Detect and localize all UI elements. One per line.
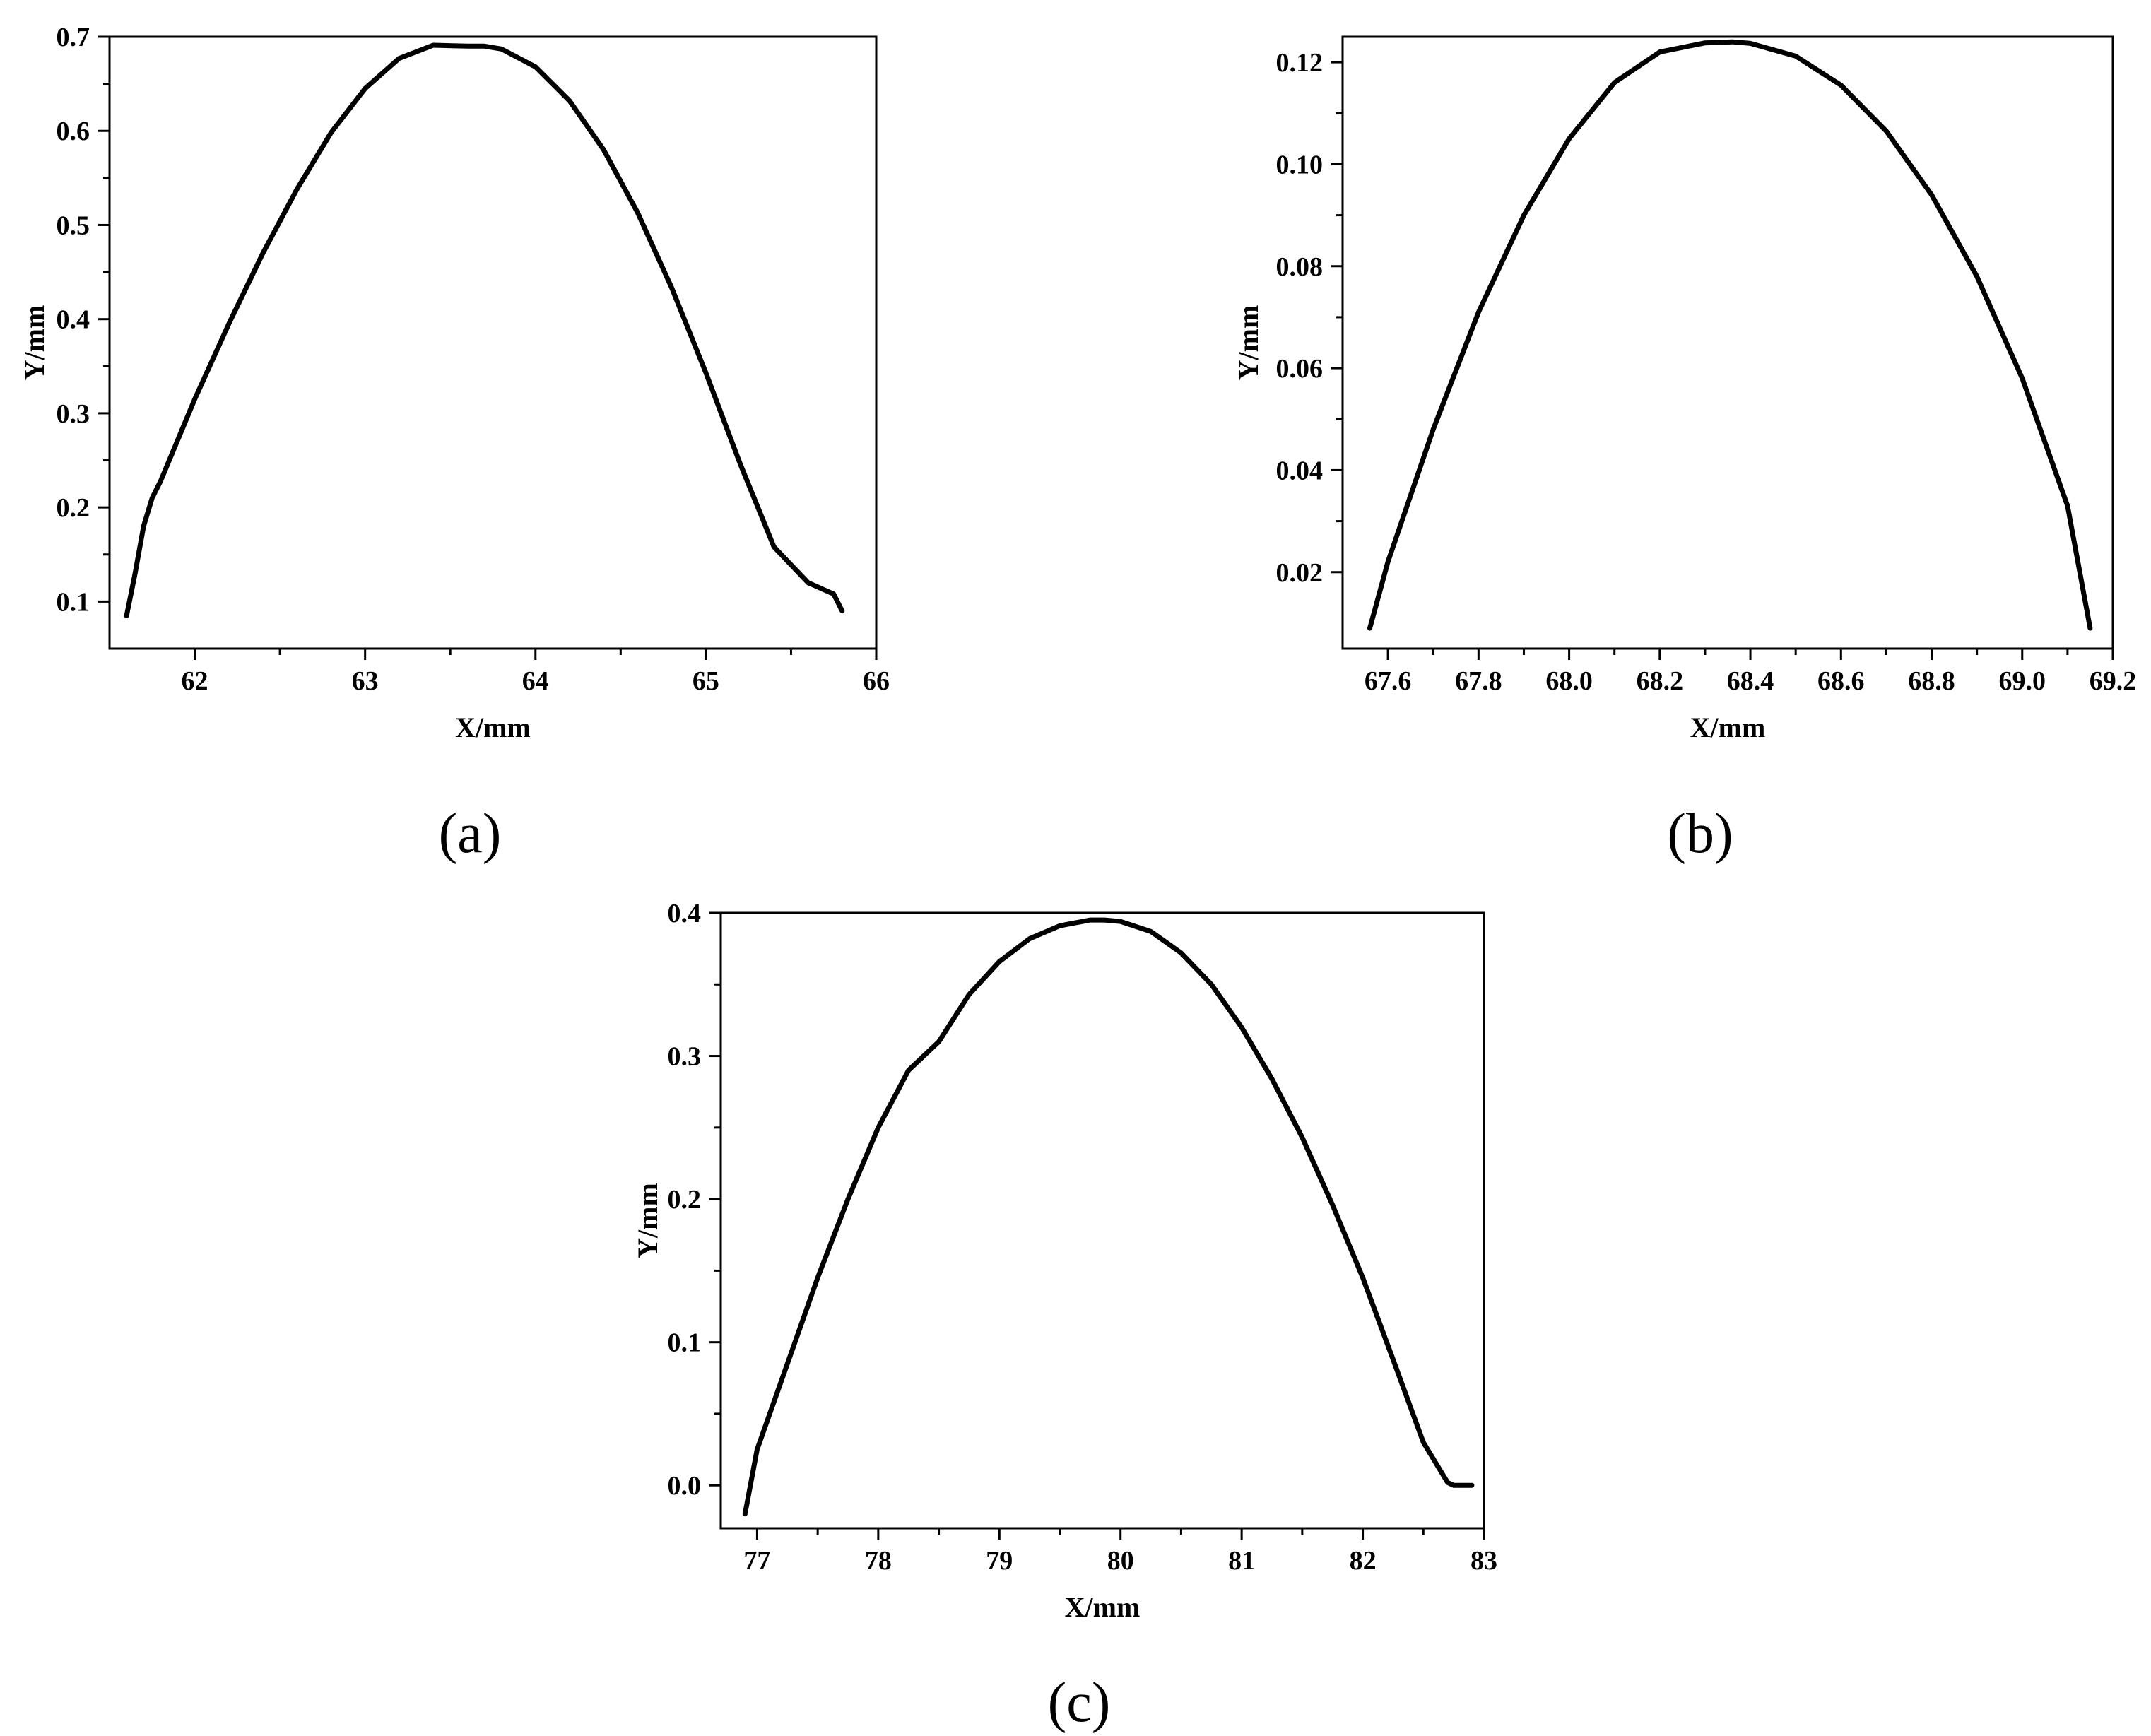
x-tick-label-b: 68.6 — [1817, 666, 1865, 696]
panel-label-b: (b) — [1667, 803, 1733, 865]
y-tick-label-a: 0.1 — [57, 587, 90, 617]
x-tick-label-a: 63 — [352, 666, 379, 696]
y-tick-label-c: 0.4 — [668, 899, 702, 928]
y-tick-label-b: 0.06 — [1276, 354, 1324, 384]
x-tick-label-b: 68.4 — [1727, 666, 1774, 696]
x-tick-label-c: 80 — [1107, 1546, 1134, 1576]
y-axis-title-b: Y/mm — [1232, 305, 1264, 381]
y-tick-label-a: 0.6 — [57, 117, 90, 146]
y-tick-label-b: 0.04 — [1276, 456, 1324, 485]
y-axis-title-c: Y/mm — [632, 1183, 664, 1258]
x-tick-label-c: 77 — [743, 1546, 770, 1576]
y-tick-label-b: 0.10 — [1276, 150, 1324, 179]
y-tick-label-b: 0.12 — [1276, 48, 1324, 78]
x-axis-title-a: X/mm — [455, 711, 531, 743]
x-tick-label-b: 68.0 — [1545, 666, 1593, 696]
plot-frame-a — [108, 35, 878, 650]
y-tick-label-a: 0.4 — [57, 305, 90, 335]
x-tick-label-a: 62 — [182, 666, 208, 696]
series-line-b-0 — [1367, 39, 2093, 631]
x-tick-label-b: 67.8 — [1455, 666, 1502, 696]
panel-label-c: (c) — [1047, 1672, 1111, 1734]
panel-label-a: (a) — [438, 803, 502, 865]
chart-panel-c: 77 78 79 80 81 82 83 0.0 0.1 0.2 0.3 0.4 X/mm Y/mm — [632, 899, 1497, 1623]
x-tick-label-c: 79 — [986, 1546, 1013, 1576]
plot-frame-c — [719, 911, 1485, 1530]
y-tick-label-a: 0.5 — [57, 211, 90, 240]
x-tick-label-b: 68.2 — [1637, 666, 1684, 696]
x-tick-label-b: 67.6 — [1365, 666, 1412, 696]
y-tick-label-c: 0.0 — [668, 1471, 702, 1501]
x-tick-label-a: 64 — [522, 666, 549, 696]
y-tick-label-a: 0.2 — [57, 493, 90, 523]
chart-panel-b: 67.6 67.8 68.0 68.2 68.4 68.6 68.8 69.0 69.2 0.02… — [1232, 35, 2137, 743]
x-tick-label-a: 66 — [863, 666, 890, 696]
y-tick-label-b: 0.08 — [1276, 252, 1324, 282]
series-line-a-0 — [124, 42, 845, 618]
y-tick-label-b: 0.02 — [1276, 558, 1324, 588]
x-tick-label-c: 82 — [1350, 1546, 1377, 1576]
x-tick-label-b: 69.2 — [2090, 666, 2137, 696]
series-line-c-0 — [742, 917, 1475, 1517]
x-tick-label-c: 83 — [1471, 1546, 1497, 1576]
x-axis-title-b: X/mm — [1690, 711, 1766, 743]
y-tick-label-a: 0.3 — [57, 399, 90, 429]
y-tick-label-c: 0.1 — [668, 1328, 702, 1358]
chart-panel-a: 62 63 64 65 66 0.1 0.2 0.3 0.4 0.5 0.6 0.7 X/mm Y/mm — [18, 23, 890, 743]
plot-frame-b — [1341, 35, 2114, 650]
x-tick-label-b: 68.8 — [1908, 666, 1955, 696]
y-axis-title-a: Y/mm — [18, 305, 50, 381]
x-tick-label-b: 69.0 — [1999, 666, 2046, 696]
x-tick-label-a: 65 — [693, 666, 719, 696]
x-tick-label-c: 78 — [865, 1546, 892, 1576]
x-tick-label-c: 81 — [1228, 1546, 1255, 1576]
y-tick-label-c: 0.2 — [668, 1185, 702, 1215]
y-tick-label-c: 0.3 — [668, 1042, 702, 1072]
x-axis-title-c: X/mm — [1065, 1591, 1141, 1623]
y-tick-label-a: 0.7 — [57, 23, 90, 52]
